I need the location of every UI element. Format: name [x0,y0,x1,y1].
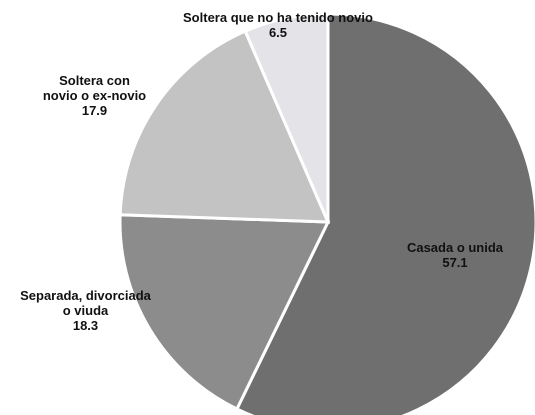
slice-label: Separada, divorciada o viuda 18.3 [18,288,153,333]
category-label: Soltera con novio o ex-novio [42,73,147,103]
category-label: Casada o unida [406,240,504,255]
pie-slice [118,29,331,224]
pie-slice [234,12,535,415]
value-label: 6.5 [268,25,288,40]
category-label: Separada, divorciada o viuda [20,288,151,318]
slice-label: Soltera con novio o ex-novio 17.9 [42,73,147,118]
value-label: 17.9 [81,103,108,118]
pie-slice [243,12,330,223]
slice-label: Soltera que no ha tenido novio 6.5 [138,10,418,40]
value-label: 57.1 [442,255,468,270]
slice-label: Casada o unida 57.1 [395,240,515,270]
pie-slice [118,213,331,412]
category-label: Soltera que no ha tenido novio [183,10,373,25]
value-label: 18.3 [72,318,99,333]
